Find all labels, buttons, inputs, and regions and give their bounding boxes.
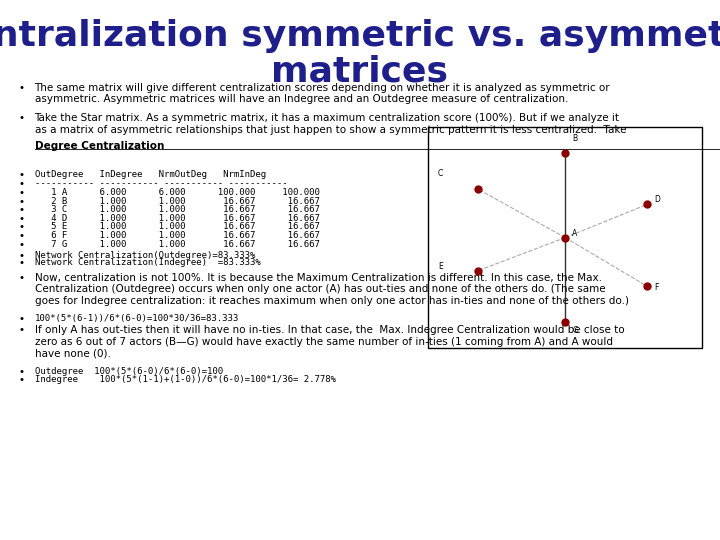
- Text: The same matrix will give different centralization scores depending on whether i: The same matrix will give different cent…: [35, 83, 610, 104]
- Text: •: •: [18, 214, 24, 224]
- Text: Network Centralization(Outdegree)=83.333%: Network Centralization(Outdegree)=83.333…: [35, 251, 255, 260]
- Text: •: •: [18, 170, 24, 180]
- Text: •: •: [18, 231, 24, 241]
- Text: 3 C      1.000      1.000       16.667      16.667: 3 C 1.000 1.000 16.667 16.667: [35, 205, 320, 214]
- Text: F: F: [654, 283, 659, 292]
- Bar: [428, 127, 702, 348]
- Text: matrices: matrices: [271, 54, 449, 88]
- Text: 5 E      1.000      1.000       16.667      16.667: 5 E 1.000 1.000 16.667 16.667: [35, 222, 320, 232]
- Text: C: C: [438, 169, 444, 178]
- Text: •: •: [18, 113, 24, 124]
- Text: Degree Centralization: Degree Centralization: [35, 141, 164, 152]
- Text: •: •: [18, 367, 24, 377]
- Text: •: •: [18, 240, 24, 250]
- Text: A: A: [572, 228, 577, 238]
- Text: •: •: [18, 375, 24, 386]
- Text: B: B: [572, 134, 577, 143]
- Text: OutDegree   InDegree   NrmOutDeg   NrmInDeg: OutDegree InDegree NrmOutDeg NrmInDeg: [35, 170, 266, 179]
- Text: •: •: [18, 205, 24, 215]
- Text: •: •: [18, 258, 24, 268]
- Text: 7 G      1.000      1.000       16.667      16.667: 7 G 1.000 1.000 16.667 16.667: [35, 240, 320, 249]
- Text: 4 D      1.000      1.000       16.667      16.667: 4 D 1.000 1.000 16.667 16.667: [35, 214, 320, 223]
- Text: 2 B      1.000      1.000       16.667      16.667: 2 B 1.000 1.000 16.667 16.667: [35, 197, 320, 206]
- Text: •: •: [18, 197, 24, 207]
- Text: •: •: [18, 314, 24, 325]
- Text: 6 F      1.000      1.000       16.667      16.667: 6 F 1.000 1.000 16.667 16.667: [35, 231, 320, 240]
- Text: Indegree    100*(5*(1-1)+(1-0))/6*(6-0)=100*1/36= 2.778%: Indegree 100*(5*(1-1)+(1-0))/6*(6-0)=100…: [35, 375, 336, 384]
- Text: •: •: [18, 251, 24, 261]
- Text: •: •: [18, 325, 24, 335]
- Text: •: •: [18, 179, 24, 190]
- Text: •: •: [18, 273, 24, 283]
- Text: Network Centralization(Indegree)  =83.333%: Network Centralization(Indegree) =83.333…: [35, 258, 261, 267]
- Text: •: •: [18, 83, 24, 93]
- Text: G: G: [572, 326, 578, 335]
- Text: Outdegree  100*(5*(6-0)/6*(6-0)=100: Outdegree 100*(5*(6-0)/6*(6-0)=100: [35, 367, 222, 376]
- Text: If only A has out-ties then it will have no in-ties. In that case, the  Max. Ind: If only A has out-ties then it will have…: [35, 325, 624, 358]
- Text: •: •: [18, 222, 24, 233]
- Text: E: E: [438, 262, 443, 271]
- Text: Centralization symmetric vs. asymmetric: Centralization symmetric vs. asymmetric: [0, 19, 720, 53]
- Text: ----------- ----------- ----------- -----------: ----------- ----------- ----------- ----…: [35, 179, 287, 188]
- Text: D: D: [654, 195, 660, 205]
- Text: Now, centralization is not 100%. It is because the Maximum Centralization is dif: Now, centralization is not 100%. It is b…: [35, 273, 629, 306]
- Text: Take the Star matrix. As a symmetric matrix, it has a maximum centralization sco: Take the Star matrix. As a symmetric mat…: [35, 113, 626, 135]
- Text: 1 A      6.000      6.000      100.000     100.000: 1 A 6.000 6.000 100.000 100.000: [35, 188, 320, 197]
- Text: •: •: [18, 188, 24, 198]
- Text: 100*(5*(6-1))/6*(6-0)=100*30/36=83.333: 100*(5*(6-1))/6*(6-0)=100*30/36=83.333: [35, 314, 239, 323]
